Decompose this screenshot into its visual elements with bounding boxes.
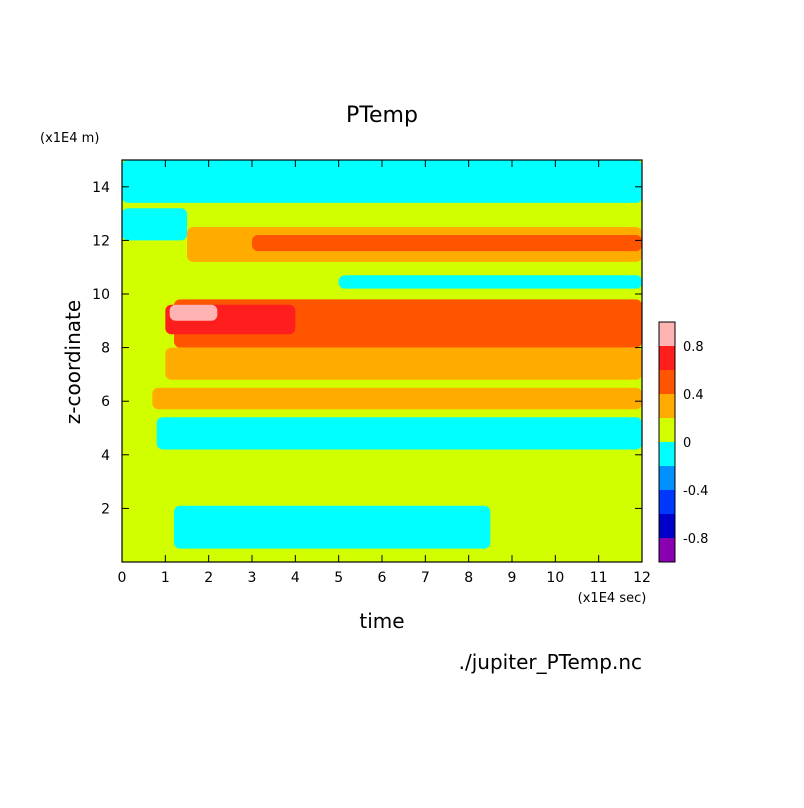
y-tick-label: 8 [101, 341, 110, 357]
y-tick-label: 2 [101, 501, 110, 517]
field-band [165, 347, 642, 380]
colorbar-swatch [659, 394, 675, 418]
x-tick-label: 9 [508, 570, 517, 586]
x-tick-label: 7 [421, 570, 430, 586]
x-axis: 0 1 2 3 4 5 6 7 8 9 10 11 12 [118, 160, 651, 586]
colorbar-swatch [659, 418, 675, 442]
x-tick-label: 4 [291, 570, 300, 586]
y-tick-label: 6 [101, 394, 110, 410]
x-axis-label: time [359, 609, 404, 633]
colorbar-swatch [659, 490, 675, 514]
x-tick-label: 12 [633, 570, 651, 586]
y-axis-label: z-coordinate [61, 300, 85, 424]
colorbar-swatch [659, 514, 675, 538]
chart-title: PTemp [346, 103, 418, 128]
colorbar-tick-label: 0.4 [683, 388, 704, 403]
x-tick-label: 5 [334, 570, 343, 586]
y-axis: 2 4 6 8 10 12 14 [92, 180, 642, 517]
x-tick-label: 0 [118, 570, 127, 586]
x-tick-label: 10 [546, 570, 564, 586]
field-band [169, 304, 218, 321]
y-tick-label: 14 [92, 180, 110, 196]
colorbar-swatch [659, 370, 675, 394]
field-band [252, 235, 642, 252]
colorbar-tick-label: 0.8 [683, 340, 704, 355]
colorbar-tick-label: -0.8 [683, 532, 708, 547]
colorbar-swatch [659, 346, 675, 370]
y-tick-label: 12 [92, 233, 110, 249]
field-band [152, 387, 642, 410]
colorbar-swatch [659, 538, 675, 562]
x-tick-label: 1 [161, 570, 170, 586]
x-tick-label: 6 [378, 570, 387, 586]
colorbar: -0.8 -0.4 0 0.4 0.8 [658, 321, 708, 563]
field-band [174, 505, 491, 549]
field-band [338, 275, 642, 289]
y-tick-label: 10 [92, 287, 110, 303]
x-tick-label: 11 [590, 570, 608, 586]
file-label: ./jupiter_PTemp.nc [459, 650, 642, 674]
colorbar-swatch [659, 442, 675, 466]
colorbar-tick-label: 0 [683, 436, 691, 451]
colorbar-swatch [659, 322, 675, 346]
y-tick-label: 4 [101, 448, 110, 464]
x-tick-label: 3 [248, 570, 257, 586]
x-unit-label: (x1E4 sec) [578, 591, 647, 606]
contour-field [122, 160, 642, 562]
colorbar-frame [658, 321, 676, 563]
x-tick-label: 8 [464, 570, 473, 586]
colorbar-tick-label: -0.4 [683, 484, 708, 499]
y-unit-label: (x1E4 m) [40, 131, 99, 146]
field-band [122, 208, 187, 241]
field-band [156, 417, 642, 450]
x-tick-label: 2 [204, 570, 213, 586]
field-band [122, 160, 642, 203]
colorbar-swatch [659, 466, 675, 490]
